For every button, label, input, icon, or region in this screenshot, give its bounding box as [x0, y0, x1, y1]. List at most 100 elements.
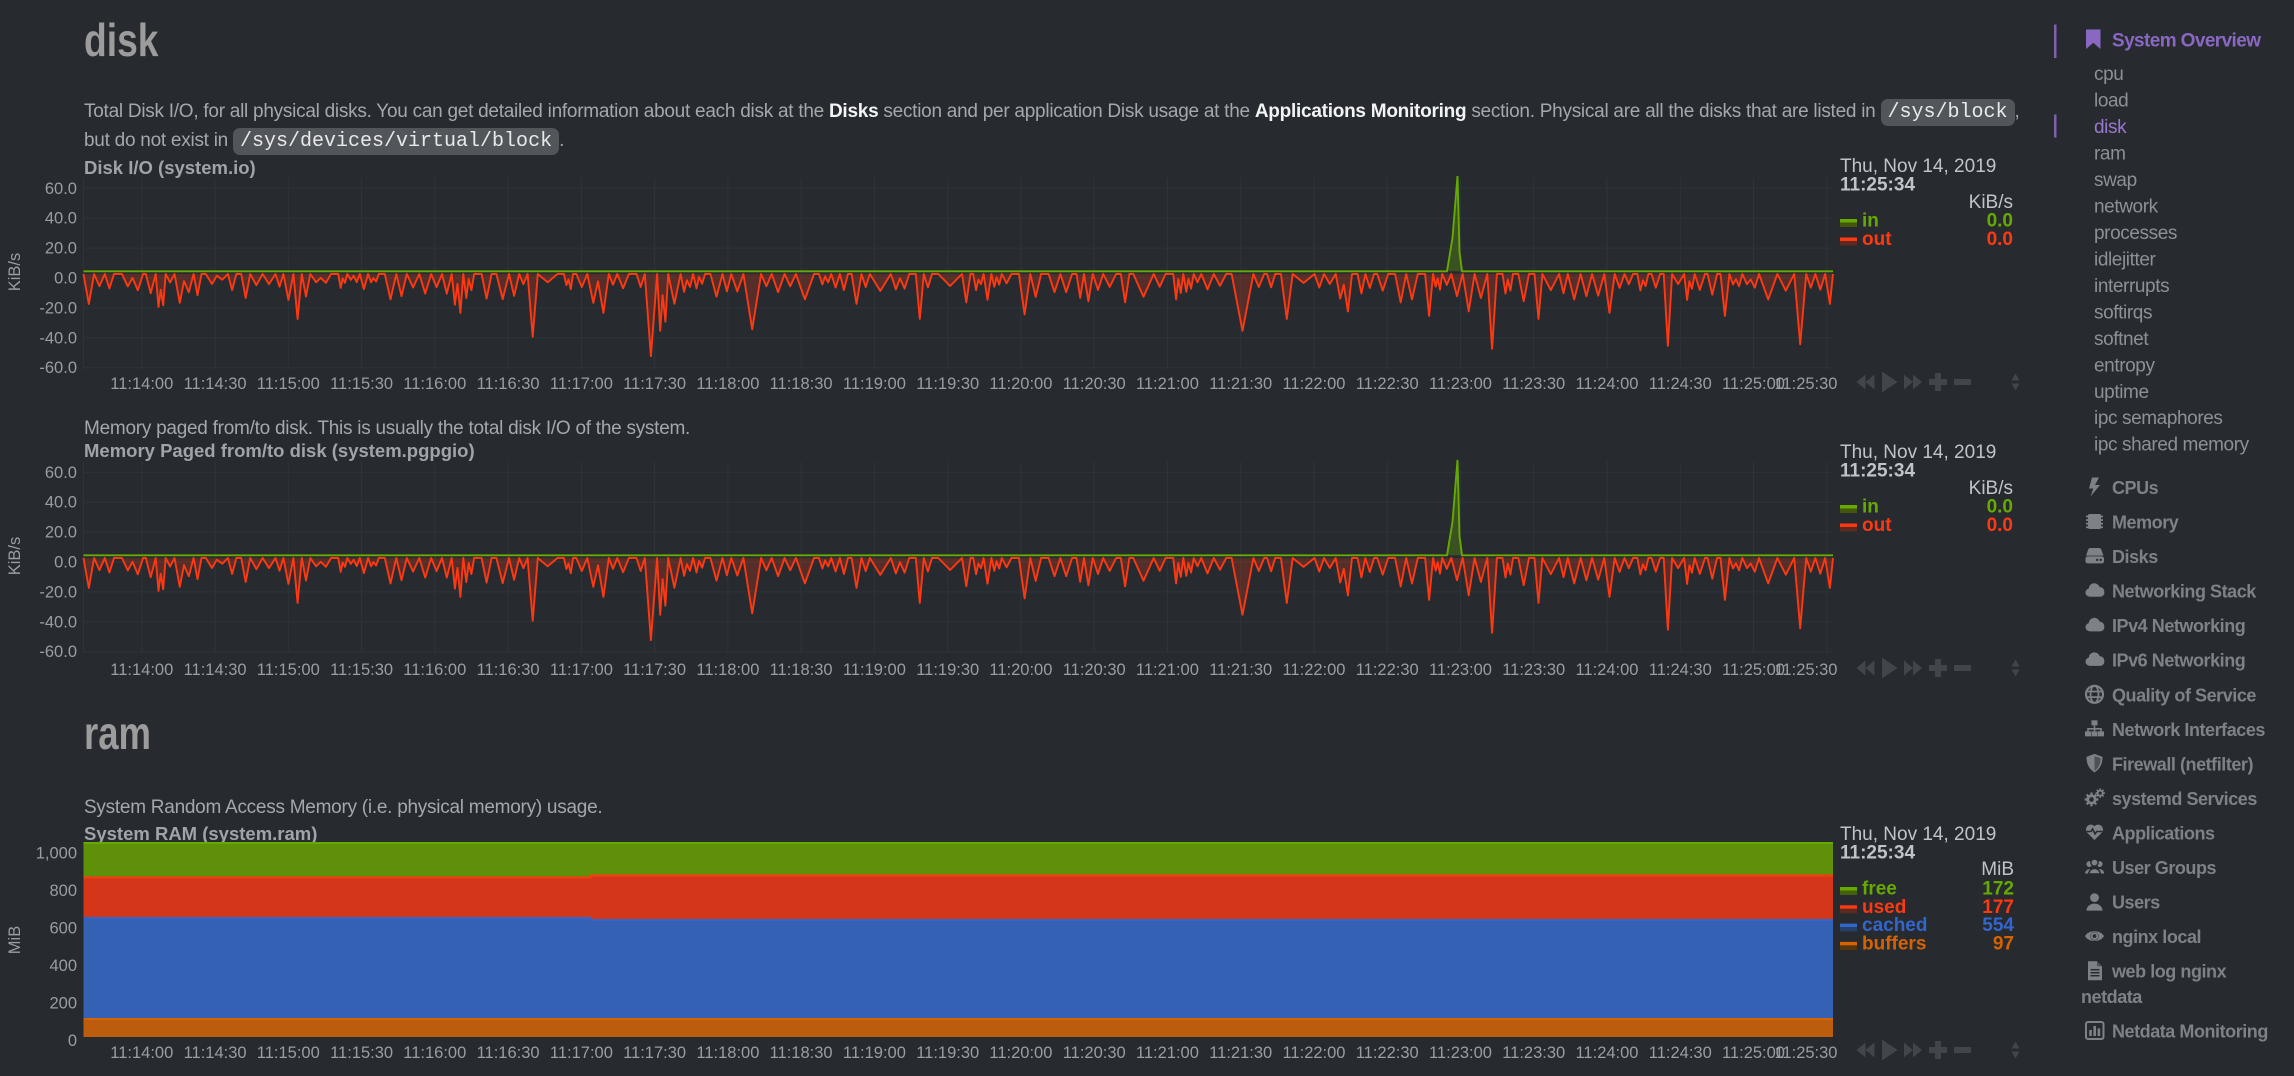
- svg-text:11:20:00: 11:20:00: [989, 375, 1052, 393]
- svg-text:0.0: 0.0: [1987, 229, 2013, 250]
- svg-text:11:17:00: 11:17:00: [550, 375, 613, 393]
- svg-text:11:18:30: 11:18:30: [770, 375, 833, 393]
- svg-text:11:21:30: 11:21:30: [1209, 1044, 1272, 1062]
- svg-text:Disk I/O (system.io): Disk I/O (system.io): [84, 157, 256, 178]
- svg-text:User Groups: User Groups: [2112, 858, 2217, 878]
- svg-text:MiB: MiB: [1981, 859, 2014, 880]
- svg-text:ipc semaphores: ipc semaphores: [2094, 408, 2223, 429]
- svg-text:11:19:00: 11:19:00: [843, 1044, 906, 1062]
- svg-text:Thu, Nov 14, 2019: Thu, Nov 14, 2019: [1840, 442, 1996, 463]
- svg-text:11:19:30: 11:19:30: [916, 661, 979, 679]
- svg-text:Disks: Disks: [2112, 547, 2158, 567]
- svg-text:swap: swap: [2094, 170, 2137, 191]
- svg-text:web log nginx: web log nginx: [2111, 962, 2227, 982]
- svg-text:11:22:30: 11:22:30: [1356, 375, 1419, 393]
- svg-text:11:20:30: 11:20:30: [1063, 661, 1126, 679]
- svg-text:disk: disk: [84, 14, 159, 66]
- svg-text:11:16:30: 11:16:30: [477, 375, 540, 393]
- svg-text:200: 200: [49, 995, 77, 1013]
- svg-text:out: out: [1862, 515, 1892, 536]
- svg-text:11:23:00: 11:23:00: [1429, 375, 1492, 393]
- svg-text:11:25:00: 11:25:00: [1722, 661, 1785, 679]
- svg-text:11:23:00: 11:23:00: [1429, 1044, 1492, 1062]
- svg-text:11:16:30: 11:16:30: [477, 661, 540, 679]
- svg-text:in: in: [1862, 497, 1879, 518]
- svg-text:KiB/s: KiB/s: [1969, 192, 2013, 213]
- svg-text:Firewall (netfilter): Firewall (netfilter): [2112, 754, 2253, 774]
- svg-text:11:22:00: 11:22:00: [1282, 661, 1345, 679]
- svg-text:MiB: MiB: [6, 926, 24, 954]
- svg-text:Memory Paged from/to disk (sys: Memory Paged from/to disk (system.pgpgio…: [84, 440, 475, 461]
- svg-text:11:19:00: 11:19:00: [843, 375, 906, 393]
- svg-text:ipc shared memory: ipc shared memory: [2094, 435, 2250, 456]
- svg-text:40.0: 40.0: [45, 494, 77, 512]
- svg-text:Memory: Memory: [2112, 513, 2179, 533]
- svg-text:System RAM (system.ram): System RAM (system.ram): [84, 823, 317, 844]
- svg-text:40.0: 40.0: [45, 210, 77, 228]
- svg-text:11:24:00: 11:24:00: [1575, 661, 1638, 679]
- svg-text:11:21:00: 11:21:00: [1136, 1044, 1199, 1062]
- svg-text:11:17:30: 11:17:30: [623, 375, 686, 393]
- svg-text:11:23:00: 11:23:00: [1429, 661, 1492, 679]
- svg-text:ram: ram: [84, 707, 151, 759]
- svg-text:11:17:00: 11:17:00: [550, 661, 613, 679]
- svg-text:11:16:00: 11:16:00: [403, 375, 466, 393]
- svg-text:in: in: [1862, 211, 1879, 232]
- svg-text:11:15:00: 11:15:00: [257, 375, 320, 393]
- svg-text:11:25:30: 11:25:30: [1774, 1044, 1837, 1062]
- svg-text:60.0: 60.0: [45, 180, 77, 198]
- svg-text:0.0: 0.0: [54, 554, 77, 572]
- svg-text:softirqs: softirqs: [2094, 302, 2152, 323]
- svg-text:11:17:00: 11:17:00: [550, 1044, 613, 1062]
- svg-text:netdata: netdata: [2081, 987, 2143, 1007]
- svg-text:Quality of Service: Quality of Service: [2112, 685, 2256, 705]
- svg-text:11:15:30: 11:15:30: [330, 1044, 393, 1062]
- svg-text:11:18:30: 11:18:30: [770, 1044, 833, 1062]
- svg-text:out: out: [1862, 229, 1892, 250]
- svg-text:0.0: 0.0: [1987, 211, 2013, 232]
- svg-text:cpu: cpu: [2094, 64, 2123, 85]
- svg-text:interrupts: interrupts: [2094, 276, 2169, 297]
- svg-text:11:24:00: 11:24:00: [1575, 1044, 1638, 1062]
- svg-text:11:17:30: 11:17:30: [623, 661, 686, 679]
- svg-text:11:23:30: 11:23:30: [1502, 1044, 1565, 1062]
- svg-text:processes: processes: [2094, 223, 2177, 244]
- svg-text:11:14:30: 11:14:30: [184, 1044, 247, 1062]
- svg-text:20.0: 20.0: [45, 240, 77, 258]
- svg-text:-20.0: -20.0: [39, 299, 77, 317]
- svg-text:11:24:30: 11:24:30: [1649, 661, 1712, 679]
- svg-text:11:14:30: 11:14:30: [184, 375, 247, 393]
- svg-text:11:19:30: 11:19:30: [916, 375, 979, 393]
- svg-text:11:14:00: 11:14:00: [110, 375, 173, 393]
- svg-text:11:25:30: 11:25:30: [1774, 375, 1837, 393]
- svg-text:0: 0: [68, 1032, 77, 1050]
- svg-text:11:24:30: 11:24:30: [1649, 1044, 1712, 1062]
- svg-text:11:15:00: 11:15:00: [257, 1044, 320, 1062]
- svg-text:11:20:00: 11:20:00: [989, 661, 1052, 679]
- svg-text:IPv4 Networking: IPv4 Networking: [2112, 616, 2245, 636]
- svg-text:11:25:34: 11:25:34: [1840, 175, 1915, 196]
- svg-text:11:15:00: 11:15:00: [257, 661, 320, 679]
- svg-text:11:25:34: 11:25:34: [1840, 843, 1915, 864]
- svg-text:0.0: 0.0: [54, 270, 77, 288]
- svg-text:0.0: 0.0: [1987, 497, 2013, 518]
- svg-text:11:18:00: 11:18:00: [696, 661, 759, 679]
- svg-text:System Overview: System Overview: [2112, 31, 2261, 52]
- svg-text:11:18:00: 11:18:00: [696, 375, 759, 393]
- svg-text:11:19:00: 11:19:00: [843, 661, 906, 679]
- svg-text:-60.0: -60.0: [39, 359, 77, 377]
- svg-text:11:15:30: 11:15:30: [330, 661, 393, 679]
- svg-text:11:16:00: 11:16:00: [403, 661, 466, 679]
- svg-text:Networking Stack: Networking Stack: [2112, 582, 2257, 602]
- svg-text:172: 172: [1982, 879, 2014, 900]
- svg-text:Thu, Nov 14, 2019: Thu, Nov 14, 2019: [1840, 156, 1996, 177]
- svg-text:disk: disk: [2094, 117, 2127, 138]
- svg-text:cached: cached: [1862, 915, 1927, 936]
- svg-text:network: network: [2094, 196, 2159, 217]
- svg-text:idlejitter: idlejitter: [2094, 249, 2157, 270]
- svg-text:nginx local: nginx local: [2112, 927, 2201, 947]
- svg-text:11:14:00: 11:14:00: [110, 1044, 173, 1062]
- svg-text:11:15:30: 11:15:30: [330, 375, 393, 393]
- svg-text:Applications: Applications: [2112, 824, 2215, 844]
- svg-text:IPv6 Networking: IPv6 Networking: [2112, 651, 2245, 671]
